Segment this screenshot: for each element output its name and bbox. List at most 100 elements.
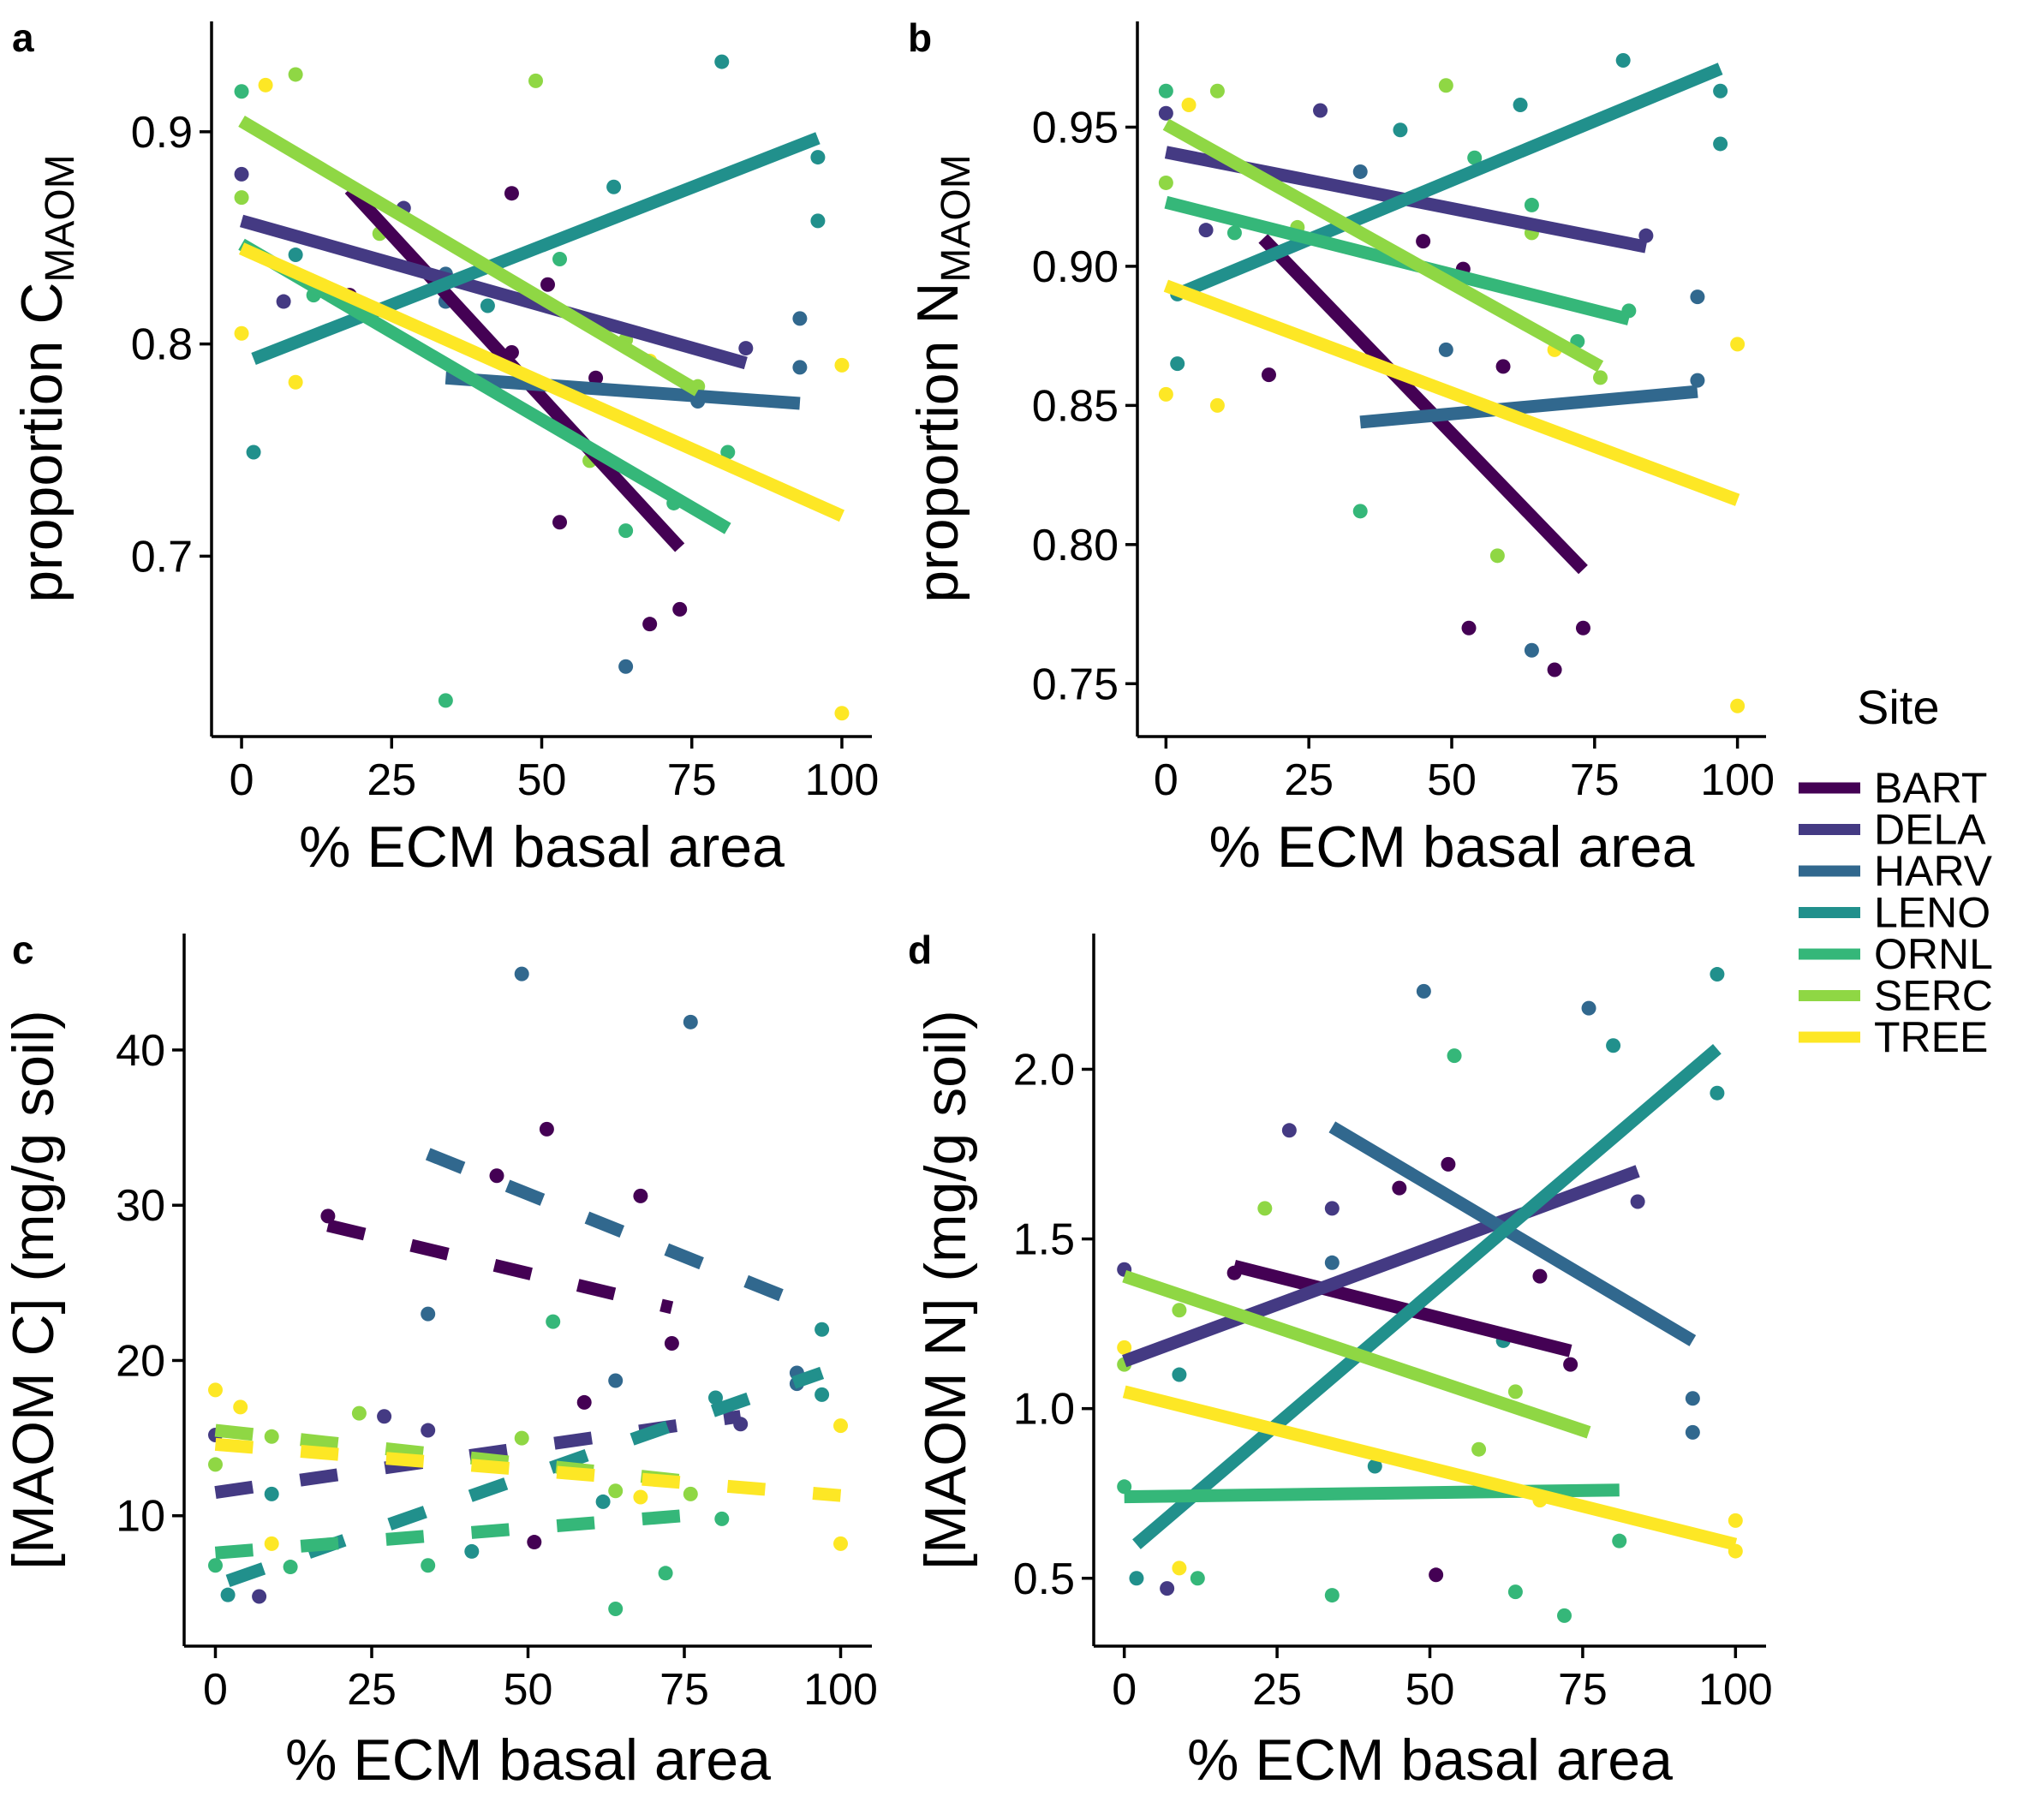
data-point-bart (1532, 1268, 1548, 1284)
fit-line-leno (1174, 63, 1723, 301)
data-point-serc (1438, 78, 1453, 93)
y-tick-label: 0.9 (131, 108, 193, 158)
fit-line-bart (1232, 1259, 1572, 1358)
data-point-tree (1172, 1560, 1187, 1576)
data-point-dela (276, 294, 291, 309)
data-point-dela (1630, 1194, 1645, 1209)
data-point-dela (1638, 228, 1654, 243)
data-point-ornl (421, 1558, 436, 1573)
x-tick-label: 25 (1252, 1665, 1302, 1715)
data-point-leno (810, 213, 826, 229)
fit-line-dela (1122, 1165, 1640, 1368)
data-point-bart (672, 601, 688, 617)
legend-label-ornl: ORNL (1874, 930, 1993, 978)
data-point-serc (1172, 1303, 1187, 1318)
data-point-ornl (1352, 504, 1368, 519)
data-point-serc (1489, 548, 1505, 564)
panel-letter-a: a (12, 15, 34, 60)
x-tick-label: 100 (1698, 1665, 1773, 1715)
data-point-harv (1690, 289, 1705, 305)
data-point-dela (1324, 1201, 1340, 1216)
data-point-leno (815, 1322, 830, 1337)
data-point-dela (1160, 1581, 1175, 1596)
y-tick-label: 0.75 (1032, 659, 1119, 709)
data-point-harv (792, 311, 808, 326)
data-point-bart (539, 1121, 554, 1137)
x-tick-label: 75 (1570, 755, 1620, 805)
data-point-dela (1158, 105, 1173, 121)
data-point-ornl (1447, 1048, 1462, 1064)
data-point-ornl (546, 1314, 561, 1329)
data-point-ornl (1524, 197, 1539, 212)
fit-line-tree (1163, 279, 1740, 506)
fit-line-harv (1359, 385, 1698, 429)
data-point-bart (1429, 1567, 1444, 1583)
data-point-serc (683, 1486, 698, 1501)
data-point-ornl (720, 445, 736, 460)
data-point-leno (1606, 1038, 1621, 1053)
legend-label-leno: LENO (1874, 889, 1990, 937)
x-tick-label: 25 (367, 755, 416, 805)
data-point-bart (1547, 662, 1562, 677)
x-axis-label: % ECM basal area (285, 1728, 771, 1793)
data-point-harv (1438, 342, 1453, 357)
y-axis-label-subscript: MAOM (38, 154, 83, 282)
y-axis-label: [MAOM N] (mg/g soil) (913, 1010, 978, 1570)
data-point-tree (834, 706, 850, 721)
fit-line-harv (445, 371, 801, 410)
data-point-serc (351, 1405, 367, 1421)
data-point-dela (1198, 223, 1214, 238)
data-point-harv (1524, 642, 1539, 658)
y-axis-label-subscript: MAOM (934, 154, 979, 282)
data-point-leno (464, 1543, 480, 1559)
y-tick-label: 2.0 (1013, 1045, 1075, 1095)
fit-line-serc (1122, 1270, 1591, 1439)
data-point-dela (252, 1589, 267, 1604)
data-point-dela (421, 1423, 436, 1438)
data-point-serc (1471, 1441, 1487, 1457)
data-point-harv (1581, 1000, 1596, 1016)
data-point-leno (708, 1390, 723, 1405)
data-point-dela (1313, 103, 1328, 118)
data-point-tree (233, 1399, 248, 1415)
data-point-bart (527, 1535, 542, 1550)
y-tick-label: 20 (116, 1336, 165, 1386)
data-point-serc (264, 1429, 279, 1444)
data-point-ornl (1612, 1533, 1627, 1548)
data-point-serc (1257, 1201, 1273, 1216)
data-point-serc (288, 67, 303, 82)
x-tick-label: 50 (517, 755, 567, 805)
data-point-serc (1507, 1384, 1523, 1399)
x-tick-label: 75 (667, 755, 717, 805)
data-point-harv (421, 1306, 436, 1322)
data-point-ornl (1190, 1571, 1205, 1586)
y-tick-label: 0.90 (1032, 242, 1119, 292)
data-point-tree (834, 357, 850, 373)
data-point-bart (1461, 620, 1477, 636)
panel-b: 0 25 50 75 100 0.75 0.80 0.85 0.90 0.95 % ECM basa… (905, 21, 1775, 880)
data-point-ornl (283, 1560, 298, 1575)
data-point-leno (595, 1494, 611, 1509)
data-point-bart (1575, 620, 1590, 636)
data-point-tree (1209, 397, 1225, 413)
data-point-bart (540, 277, 556, 292)
y-tick-label: 40 (116, 1026, 165, 1076)
data-point-leno (264, 1486, 279, 1501)
x-tick-label: 0 (203, 1665, 228, 1715)
panel-letter-b: b (908, 15, 932, 60)
panel-letter-c: c (12, 928, 34, 972)
data-point-bart (1261, 367, 1276, 383)
data-point-serc (528, 73, 543, 88)
data-point-bart (642, 617, 658, 632)
data-point-harv (1690, 373, 1705, 388)
x-tick-label: 50 (1427, 755, 1477, 805)
data-point-leno (1513, 97, 1528, 112)
x-tick-label: 100 (803, 1665, 878, 1715)
data-point-serc (608, 1483, 624, 1499)
data-point-harv (1352, 164, 1368, 179)
data-point-serc (234, 190, 249, 206)
data-point-bart (552, 515, 568, 530)
data-point-harv (1685, 1424, 1700, 1440)
